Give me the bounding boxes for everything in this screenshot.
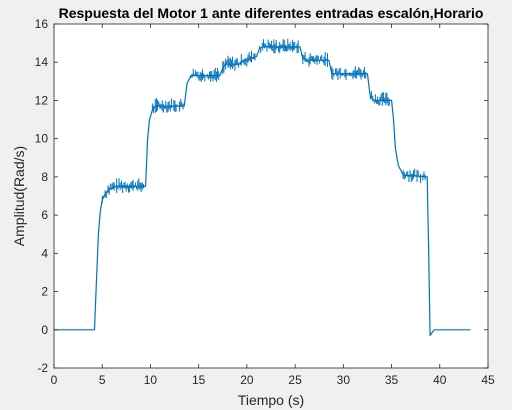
x-tick-label: 20: [240, 373, 254, 387]
x-tick-label: 35: [385, 373, 399, 387]
x-tick-label: 5: [99, 373, 106, 387]
x-tick-label: 30: [337, 373, 351, 387]
x-tick-label: 15: [192, 373, 206, 387]
y-axis-label: Amplitud(Rad/s): [11, 146, 27, 246]
y-tick-label: 16: [35, 17, 49, 31]
y-tick-label: -2: [37, 361, 48, 375]
chart-title: Respuesta del Motor 1 ante diferentes en…: [59, 5, 484, 21]
x-tick-label: 25: [288, 373, 302, 387]
y-tick-label: 0: [41, 323, 48, 337]
x-tick-label: 45: [481, 373, 495, 387]
x-tick-label: 10: [144, 373, 158, 387]
axes-box: [53, 23, 489, 369]
y-tick-label: 2: [41, 285, 48, 299]
x-tick-label: 0: [51, 373, 58, 387]
y-tick-label: 8: [41, 170, 48, 184]
y-tick-label: 12: [35, 93, 49, 107]
y-tick-label: 4: [41, 246, 48, 260]
series-noise: [101, 38, 426, 204]
y-tick-label: 6: [41, 208, 48, 222]
plot-marks: [54, 38, 471, 337]
x-axis-label: Tiempo (s): [238, 392, 304, 408]
y-tick-label: 10: [35, 132, 49, 146]
y-tick-label: 14: [35, 55, 49, 69]
x-tick-label: 40: [433, 373, 447, 387]
axes-background: [54, 24, 488, 368]
